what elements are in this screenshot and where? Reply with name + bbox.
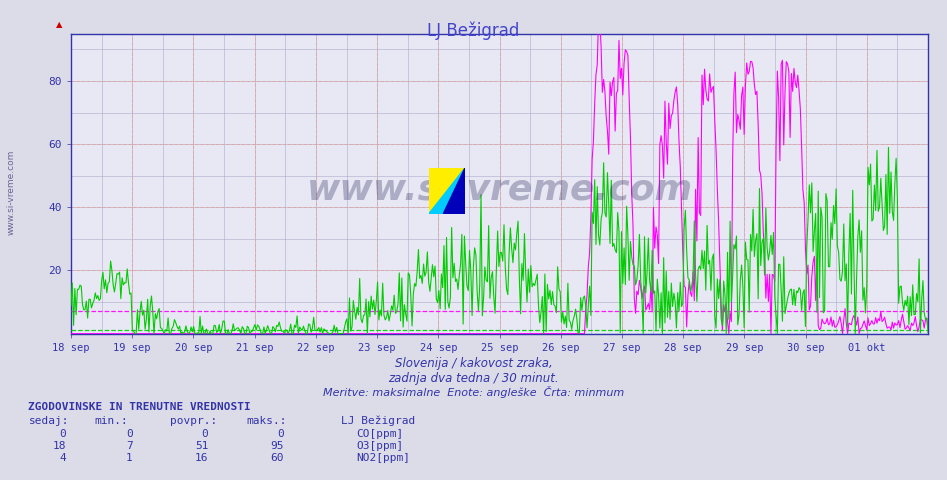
Text: www.si-vreme.com: www.si-vreme.com xyxy=(7,149,16,235)
Polygon shape xyxy=(429,168,465,214)
Text: ZGODOVINSKE IN TRENUTNE VREDNOSTI: ZGODOVINSKE IN TRENUTNE VREDNOSTI xyxy=(28,402,251,412)
Text: 1: 1 xyxy=(126,453,133,463)
Text: maks.:: maks.: xyxy=(246,416,287,426)
Text: 0: 0 xyxy=(202,429,208,439)
Text: LJ Bežigrad: LJ Bežigrad xyxy=(427,22,520,40)
Text: 7: 7 xyxy=(126,441,133,451)
Text: 16: 16 xyxy=(195,453,208,463)
Polygon shape xyxy=(443,168,465,214)
Text: min.:: min.: xyxy=(95,416,129,426)
Text: 4: 4 xyxy=(60,453,66,463)
Text: CO[ppm]: CO[ppm] xyxy=(356,429,403,439)
Text: LJ Bežigrad: LJ Bežigrad xyxy=(341,415,415,426)
Text: Meritve: maksimalne  Enote: angleške  Črta: minmum: Meritve: maksimalne Enote: angleške Črta… xyxy=(323,386,624,398)
Text: 60: 60 xyxy=(271,453,284,463)
Text: Slovenija / kakovost zraka,: Slovenija / kakovost zraka, xyxy=(395,357,552,370)
Text: www.si-vreme.com: www.si-vreme.com xyxy=(307,173,692,206)
Text: 95: 95 xyxy=(271,441,284,451)
Text: sedaj:: sedaj: xyxy=(28,416,69,426)
Text: O3[ppm]: O3[ppm] xyxy=(356,441,403,451)
Text: 0: 0 xyxy=(126,429,133,439)
Text: 51: 51 xyxy=(195,441,208,451)
Text: zadnja dva tedna / 30 minut.: zadnja dva tedna / 30 minut. xyxy=(388,372,559,384)
Text: povpr.:: povpr.: xyxy=(170,416,218,426)
Text: 0: 0 xyxy=(277,429,284,439)
Text: NO2[ppm]: NO2[ppm] xyxy=(356,453,410,463)
Text: ▲: ▲ xyxy=(56,20,63,29)
Polygon shape xyxy=(429,168,465,214)
Text: 0: 0 xyxy=(60,429,66,439)
Text: 18: 18 xyxy=(53,441,66,451)
